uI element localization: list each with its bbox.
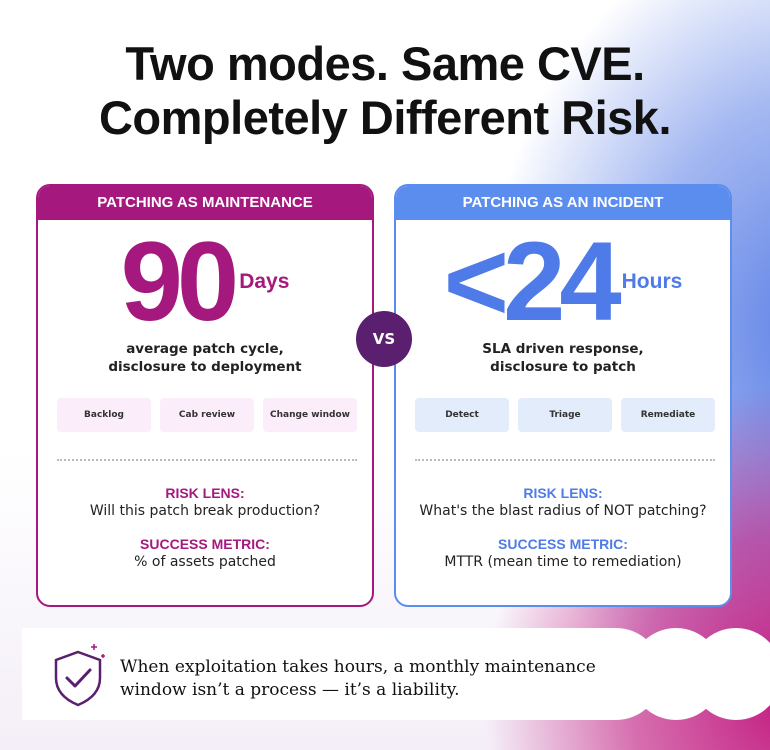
step: Change window (263, 398, 357, 432)
metric-text: MTTR (mean time to remediation) (444, 554, 682, 570)
footer-line: window isn’t a process — it’s a liabilit… (120, 680, 460, 700)
step: Cab review (160, 398, 254, 432)
metric-label: SUCCESS METRIC: (498, 536, 628, 552)
unit: Hours (621, 270, 683, 293)
risk-text: Will this patch break production? (89, 503, 321, 519)
steps: Detect Triage Remediate (415, 398, 715, 432)
big-figure: 90 Days (38, 226, 372, 338)
caption: average patch cycle, disclosure to deploy… (38, 340, 372, 376)
caption-line: disclosure to deployment (108, 359, 302, 375)
big-number: <24 (443, 219, 622, 344)
step: Detect (415, 398, 509, 432)
unit: Days (239, 270, 290, 293)
footer-banner (22, 628, 662, 720)
divider (415, 459, 715, 461)
caption-line: SLA driven response, (482, 341, 644, 357)
big-figure: <24 Hours (396, 226, 730, 338)
caption-line: average patch cycle, (126, 341, 284, 357)
shield-icon (54, 644, 105, 707)
step: Triage (518, 398, 612, 432)
metric-text: % of assets patched (134, 554, 276, 570)
card-header: PATCHING AS AN INCIDENT (396, 186, 730, 220)
card-header: PATCHING AS MAINTENANCE (38, 186, 372, 220)
vs-badge: VS (356, 311, 412, 367)
card: PATCHING AS MAINTENANCE 90 Days average … (36, 184, 374, 607)
caption-line: disclosure to patch (490, 359, 636, 375)
card: PATCHING AS AN INCIDENT <24 Hours SLA dr… (394, 184, 732, 607)
footer-text: When exploitation takes hours, a monthly… (120, 656, 596, 702)
title: Completely Different Risk. (98, 91, 672, 144)
metric-label: SUCCESS METRIC: (140, 536, 270, 552)
decor-circle (690, 628, 770, 720)
title: Two modes. Same CVE. (125, 37, 645, 90)
step: Remediate (621, 398, 715, 432)
risk-text: What's the blast radius of NOT patching? (419, 503, 707, 519)
divider (57, 459, 357, 461)
caption: SLA driven response, disclosure to patch (396, 340, 730, 376)
risk-label: RISK LENS: (165, 485, 245, 501)
steps: Backlog Cab review Change window (57, 398, 357, 432)
big-number: 90 (120, 219, 240, 344)
step: Backlog (57, 398, 151, 432)
risk-label: RISK LENS: (523, 485, 603, 501)
footer-line: When exploitation takes hours, a monthly… (120, 657, 596, 677)
